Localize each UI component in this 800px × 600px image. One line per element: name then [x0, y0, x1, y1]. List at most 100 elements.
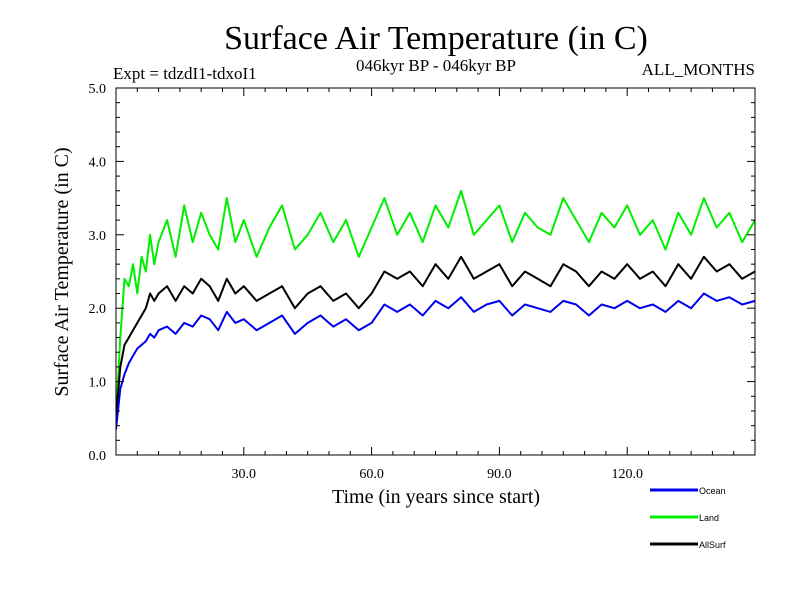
data-point-ocean	[370, 322, 373, 324]
data-point-allsurf	[145, 307, 147, 310]
data-point-land	[183, 204, 185, 207]
data-point-allsurf	[243, 285, 245, 288]
x-axis-label: Time (in years since start)	[332, 486, 540, 508]
data-point-ocean	[243, 318, 245, 321]
data-point-land	[652, 219, 654, 221]
data-point-land	[345, 219, 347, 221]
data-point-land	[434, 204, 437, 207]
data-point-land	[332, 241, 335, 243]
data-point-allsurf	[149, 292, 151, 295]
data-point-ocean	[132, 355, 134, 357]
data-point-land	[600, 212, 603, 214]
data-point-ocean	[149, 333, 151, 335]
data-point-ocean	[140, 344, 143, 346]
data-point-ocean	[200, 314, 202, 317]
data-point-land	[234, 241, 237, 243]
data-point-allsurf	[690, 278, 692, 280]
data-point-ocean	[741, 303, 743, 306]
data-point-ocean	[136, 347, 139, 350]
data-point-land	[145, 270, 147, 273]
experiment-label: Expt = tdzdI1-tdxoI1	[113, 64, 257, 83]
data-point-ocean	[485, 303, 488, 306]
data-point-land	[319, 212, 322, 214]
data-point-allsurf	[639, 278, 641, 280]
data-point-land	[498, 204, 501, 207]
data-point-land	[536, 226, 539, 229]
x-tick-label: 60.0	[359, 467, 384, 482]
data-point-ocean	[145, 340, 147, 343]
data-point-land	[664, 248, 667, 251]
data-point-ocean	[166, 325, 168, 328]
data-point-allsurf	[294, 307, 296, 310]
data-point-land	[140, 255, 143, 258]
data-point-ocean	[677, 300, 680, 302]
data-point-ocean	[174, 333, 177, 335]
data-point-ocean	[575, 303, 577, 306]
data-point-allsurf	[132, 329, 134, 332]
data-point-ocean	[345, 318, 347, 321]
data-point-ocean	[460, 296, 462, 299]
data-point-allsurf	[191, 292, 194, 295]
data-point-ocean	[191, 325, 194, 328]
data-point-ocean	[690, 307, 692, 310]
data-point-land	[281, 204, 283, 207]
data-point-ocean	[613, 307, 616, 310]
y-tick-label: 3.0	[89, 229, 107, 244]
data-point-land	[217, 248, 219, 251]
data-point-land	[383, 197, 386, 199]
data-point-land	[588, 241, 590, 243]
data-point-allsurf	[613, 278, 616, 280]
data-point-allsurf	[306, 292, 309, 295]
data-point-ocean	[600, 303, 603, 306]
x-tick-label: 120.0	[611, 467, 643, 482]
data-point-allsurf	[128, 336, 130, 339]
data-point-ocean	[447, 307, 450, 310]
y-tick-label: 0.0	[89, 449, 107, 464]
data-point-ocean	[434, 300, 437, 302]
x-tick-label: 30.0	[232, 467, 257, 482]
data-point-ocean	[498, 300, 501, 302]
data-point-land	[549, 234, 552, 236]
data-point-land	[136, 292, 139, 295]
data-point-allsurf	[123, 344, 126, 346]
y-tick-label: 2.0	[89, 302, 107, 317]
data-point-land	[485, 219, 488, 221]
data-point-ocean	[268, 322, 271, 324]
months-label: ALL_MONTHS	[642, 60, 755, 79]
data-point-allsurf	[370, 292, 373, 295]
data-point-ocean	[234, 322, 237, 324]
data-point-allsurf	[473, 278, 475, 280]
data-point-land	[358, 255, 360, 258]
data-point-land	[306, 234, 309, 236]
data-point-allsurf	[183, 285, 185, 288]
y-tick-label: 4.0	[89, 155, 107, 170]
data-point-allsurf	[409, 270, 411, 273]
data-point-allsurf	[208, 285, 211, 288]
data-point-ocean	[473, 311, 475, 313]
data-point-allsurf	[319, 285, 322, 288]
data-point-allsurf	[460, 255, 462, 258]
data-point-land	[447, 226, 450, 229]
data-point-land	[166, 219, 168, 221]
data-point-allsurf	[524, 270, 526, 273]
data-point-ocean	[536, 307, 539, 310]
x-axis-ticks: 30.0 60.0 90.0 120.0	[136, 88, 735, 482]
data-point-land	[511, 241, 513, 243]
data-point-land	[626, 204, 628, 207]
data-point-ocean	[123, 373, 126, 376]
x-tick-label: 90.0	[487, 467, 512, 482]
data-point-allsurf	[268, 292, 271, 295]
data-point-allsurf	[652, 270, 654, 273]
data-point-allsurf	[511, 285, 513, 288]
chart-subtitle: 046kyr BP - 046kyr BP	[356, 56, 516, 75]
data-point-ocean	[358, 329, 360, 332]
data-point-allsurf	[562, 263, 565, 266]
data-point-land	[149, 234, 151, 236]
data-point-land	[268, 226, 271, 229]
data-point-ocean	[421, 314, 424, 317]
data-point-allsurf	[234, 292, 237, 295]
data-point-allsurf	[498, 263, 501, 266]
data-point-allsurf	[153, 300, 156, 302]
series-line-ocean	[116, 292, 755, 430]
